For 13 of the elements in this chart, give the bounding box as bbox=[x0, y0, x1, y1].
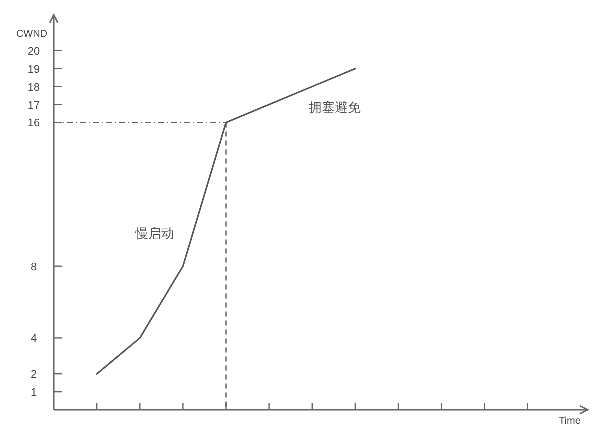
y-tick-label: 4 bbox=[30, 333, 38, 346]
y-tick-label: 1 bbox=[30, 387, 38, 400]
y-tick-label: 18 bbox=[28, 82, 40, 94]
annotation: 拥塞避免 bbox=[309, 100, 361, 115]
y-tick-label: 20 bbox=[28, 46, 40, 58]
y-tick-label: 19 bbox=[28, 64, 40, 76]
y-tick-label: 8 bbox=[30, 261, 38, 274]
annotation: 慢启动 bbox=[134, 226, 174, 241]
x-axis-title: Time bbox=[559, 416, 582, 427]
y-tick-label: 17 bbox=[28, 100, 40, 112]
y-axis-title: CWND bbox=[16, 29, 48, 40]
y-tick-label: 2 bbox=[30, 369, 38, 382]
y-tick-label: 16 bbox=[28, 118, 40, 130]
